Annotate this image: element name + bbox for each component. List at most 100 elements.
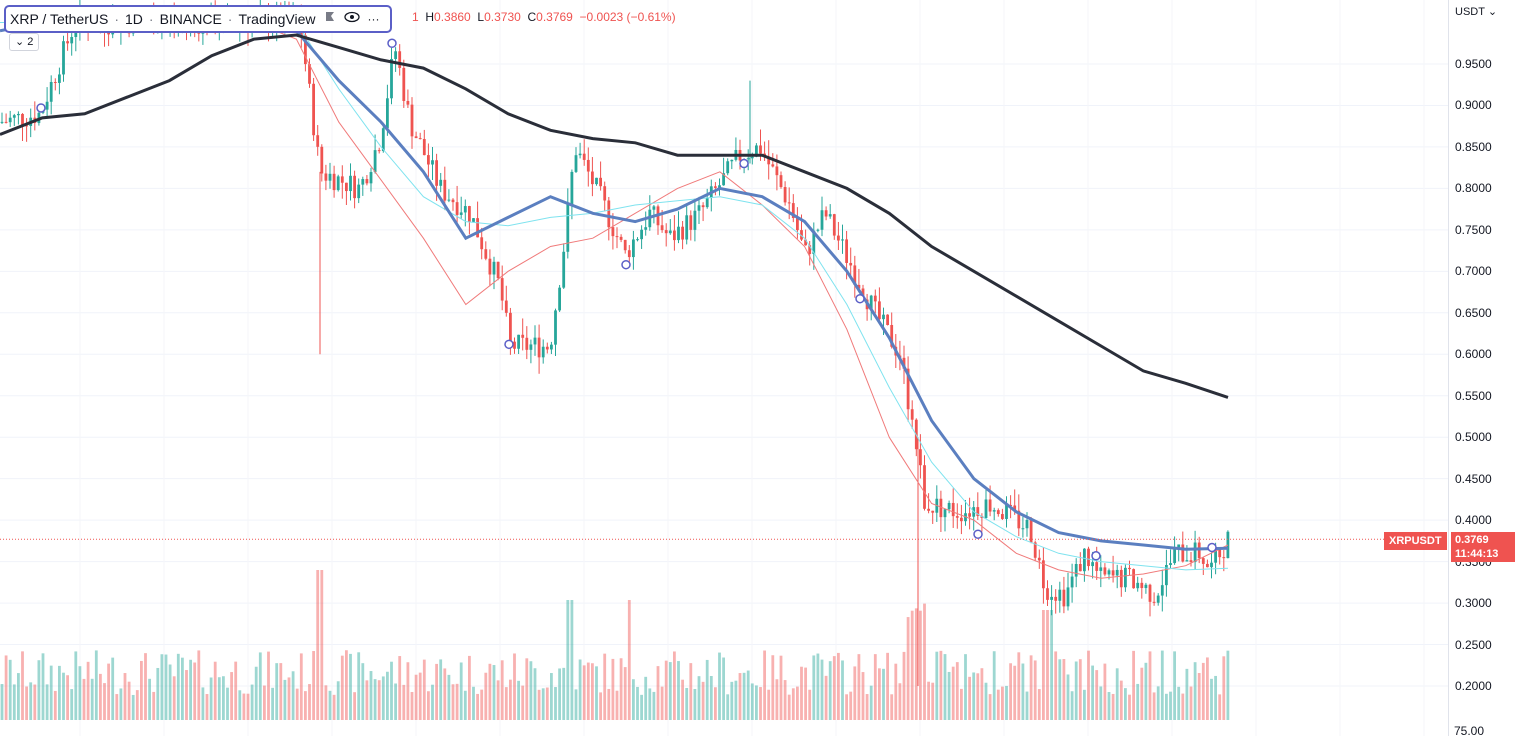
candle-body (66, 41, 69, 44)
flag-icon[interactable] (322, 11, 338, 27)
volume-bar (365, 680, 369, 720)
candle-body (660, 225, 664, 231)
volume-bar (988, 694, 992, 720)
candle-body (677, 226, 680, 241)
candle-body (394, 51, 397, 59)
volume-bar (873, 654, 877, 720)
volume-bar (603, 653, 607, 720)
candle-body (611, 227, 615, 237)
candle-body (320, 146, 324, 174)
candlestick-chart[interactable] (0, 0, 1448, 736)
volume-bar (1083, 689, 1086, 720)
volume-bar (1095, 670, 1099, 720)
symbol-name[interactable]: XRP / TetherUS (10, 11, 109, 27)
volume-bar (841, 660, 844, 720)
volume-bar (279, 663, 283, 720)
candle-body (328, 173, 332, 181)
volume-bar (517, 680, 520, 720)
volume-bar (480, 689, 484, 720)
volume-bar (164, 654, 168, 720)
volume-bar (685, 687, 689, 720)
candle-body (767, 156, 771, 165)
candle-body (570, 171, 574, 205)
candle-body (849, 262, 853, 266)
volume-bar (910, 610, 914, 720)
candle-body (45, 101, 49, 110)
interval-label[interactable]: 1D (124, 11, 143, 27)
volume-bar (1128, 694, 1131, 720)
volume-bar (664, 660, 668, 720)
volume-bar (927, 681, 930, 720)
volume-bar (53, 690, 57, 720)
candle-body (406, 100, 410, 105)
volume-bar (947, 671, 951, 720)
volume-bar (640, 694, 643, 720)
candle-body (800, 230, 803, 240)
volume-bar (66, 675, 69, 720)
volume-bar (804, 667, 807, 720)
price-axis[interactable]: USDT ⌄ 0.9500 0.9000 0.8500 0.8000 0.7500 0.7… (1448, 0, 1515, 736)
chart-pane[interactable]: XRP / TetherUS · 1D · BINANCE · TradingV… (0, 0, 1448, 736)
candle-body (25, 125, 28, 127)
volume-bar (533, 668, 537, 720)
candle-body (976, 507, 980, 517)
volume-bar (1107, 692, 1111, 720)
volume-bar (599, 692, 602, 720)
volume-bar (902, 651, 906, 720)
candle-body (1087, 548, 1090, 567)
price-tick-label: 0.6000 (1455, 347, 1492, 362)
volume-bar (1025, 691, 1029, 720)
more-options-icon[interactable]: ··· (367, 12, 380, 26)
volume-bar (111, 657, 115, 720)
price-tick-label: 0.5500 (1455, 388, 1492, 403)
volume-bar (545, 687, 549, 720)
candle-body (746, 158, 750, 160)
candle-body (1062, 589, 1066, 607)
candle-body (439, 179, 443, 186)
volume-bar (160, 654, 164, 720)
candle-body (1070, 576, 1074, 588)
volume-bar (607, 688, 611, 720)
candle-body (718, 185, 721, 188)
candle-body (517, 334, 520, 349)
candle-body (890, 324, 894, 347)
candle-body (1201, 558, 1205, 564)
symbol-legend[interactable]: XRP / TetherUS · 1D · BINANCE · TradingV… (4, 5, 392, 33)
candle-body (636, 239, 639, 241)
candle-body (336, 176, 340, 191)
candle-body (1115, 569, 1119, 576)
indicators-collapse-button[interactable]: ⌄ 2 (9, 33, 40, 51)
volume-bar (960, 688, 963, 720)
candle-body (316, 135, 320, 147)
separator-dot: · (114, 11, 119, 27)
volume-bar (660, 686, 664, 720)
volume-bar (504, 687, 508, 720)
volume-bar (1115, 668, 1119, 720)
volume-bar (230, 672, 233, 720)
volume-bar (459, 662, 463, 720)
volume-bar (796, 686, 799, 720)
volume-bar (58, 665, 61, 720)
volume-bar (1078, 659, 1082, 720)
volume-bar (619, 658, 623, 720)
price-tick-label: 0.3000 (1455, 596, 1492, 611)
candle-body (968, 513, 971, 517)
eye-icon[interactable] (343, 11, 360, 27)
currency-selector[interactable]: USDT ⌄ (1455, 5, 1497, 18)
volume-bar (611, 658, 615, 720)
volume-bar (591, 663, 594, 720)
candle-body (0, 121, 4, 123)
candle-body (984, 499, 988, 518)
volume-bar (484, 672, 488, 720)
candle-body (873, 295, 877, 302)
candle-body (685, 215, 689, 240)
candle-body (668, 230, 672, 234)
volume-bar (1111, 693, 1115, 720)
volume-bar (865, 694, 869, 720)
candle-body (304, 35, 307, 65)
volume-bar (4, 655, 8, 720)
volume-bar (578, 659, 582, 720)
candle-body (324, 173, 328, 181)
candle-body (783, 187, 787, 203)
volume-bar (1152, 692, 1156, 720)
